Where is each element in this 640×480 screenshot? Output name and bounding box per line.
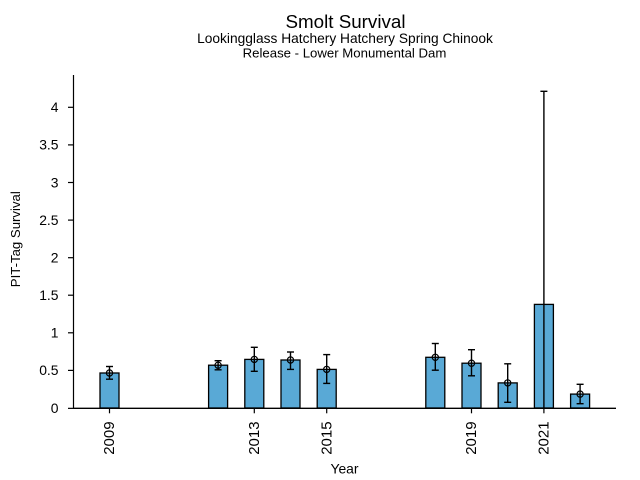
- svg-text:2019: 2019: [463, 421, 480, 454]
- svg-text:Lookingglass Hatchery Hatchery: Lookingglass Hatchery Hatchery Spring Ch…: [197, 31, 493, 46]
- svg-text:3: 3: [51, 174, 59, 190]
- svg-text:Smolt Survival: Smolt Survival: [285, 11, 405, 32]
- svg-text:0.5: 0.5: [39, 362, 59, 378]
- svg-text:Release - Lower Monumental Dam: Release - Lower Monumental Dam: [243, 46, 447, 61]
- svg-text:0: 0: [51, 400, 59, 416]
- svg-text:Year: Year: [330, 461, 358, 477]
- svg-text:1: 1: [51, 325, 59, 341]
- svg-text:3.5: 3.5: [39, 137, 59, 153]
- svg-text:4: 4: [51, 99, 59, 115]
- svg-text:2013: 2013: [246, 421, 263, 454]
- svg-text:1.5: 1.5: [39, 287, 59, 303]
- svg-text:2015: 2015: [318, 421, 335, 454]
- svg-text:2.5: 2.5: [39, 212, 59, 228]
- svg-text:PIT-Tag Survival: PIT-Tag Survival: [8, 191, 23, 287]
- svg-text:2: 2: [51, 250, 59, 266]
- svg-text:2009: 2009: [101, 421, 118, 454]
- svg-text:2021: 2021: [536, 421, 553, 454]
